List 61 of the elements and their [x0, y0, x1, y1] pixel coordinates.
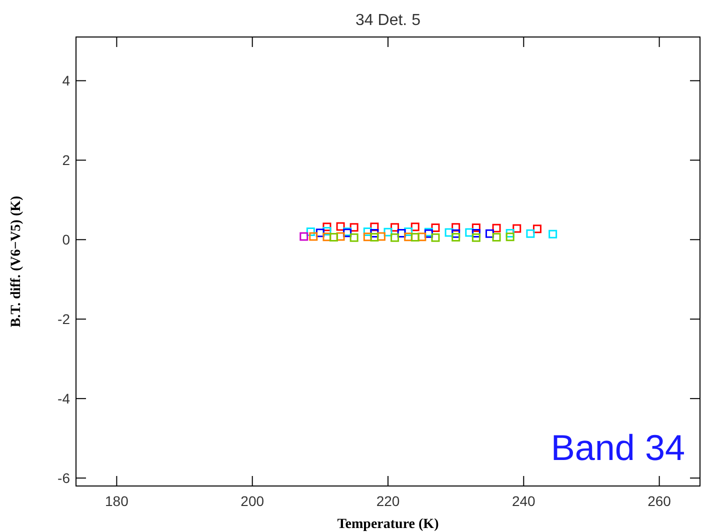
point [397, 229, 406, 238]
point [309, 232, 318, 241]
point [370, 229, 379, 238]
point [548, 230, 558, 238]
point [370, 222, 379, 232]
y-tick-label: 0 [62, 232, 70, 248]
point [465, 228, 474, 237]
point [418, 232, 426, 242]
point [431, 223, 440, 232]
point [329, 233, 338, 242]
point [444, 228, 454, 237]
point [316, 228, 324, 238]
point [410, 222, 420, 232]
y-tick-label: -4 [58, 390, 70, 407]
y-tick-label: -2 [58, 311, 70, 328]
point [492, 224, 501, 232]
point [452, 233, 460, 242]
x-tick-label: 240 [512, 493, 536, 509]
point [370, 233, 379, 242]
point [322, 232, 332, 242]
point [485, 229, 494, 238]
point [322, 222, 332, 232]
point [322, 227, 332, 236]
x-tick-label: 260 [648, 493, 672, 509]
point [506, 232, 514, 242]
annotation: Band 34 [550, 427, 685, 468]
point [532, 224, 542, 234]
point [390, 233, 400, 242]
point [506, 229, 514, 238]
x-tick-label: 200 [240, 493, 264, 509]
point [410, 233, 420, 242]
point [472, 233, 480, 242]
point [350, 233, 358, 242]
point [300, 232, 308, 241]
point [384, 228, 392, 236]
point [512, 224, 522, 233]
point [376, 232, 386, 241]
y-tick-label: -6 [58, 470, 70, 486]
point [363, 227, 372, 236]
point [431, 233, 440, 242]
point [350, 223, 358, 232]
point [526, 229, 535, 238]
point [404, 227, 413, 236]
point [492, 233, 501, 242]
point [363, 232, 372, 242]
y-tick-label: 4 [62, 72, 70, 89]
point [452, 229, 460, 238]
point [306, 227, 315, 236]
x-tick-label: 180 [105, 493, 129, 509]
point [390, 223, 400, 232]
x-axis-title: Temperature (K) [337, 517, 440, 532]
chart-title: 34 Det. 5 [356, 12, 421, 29]
y-tick-label: 2 [62, 152, 70, 168]
point [472, 223, 480, 232]
point [336, 232, 345, 241]
x-tick-label: 220 [376, 493, 400, 509]
point [404, 232, 413, 242]
point [472, 229, 480, 238]
y-axis-title: B.T. diff. (V6−V5) (K) [9, 195, 24, 328]
point [336, 222, 345, 231]
point [452, 223, 460, 232]
